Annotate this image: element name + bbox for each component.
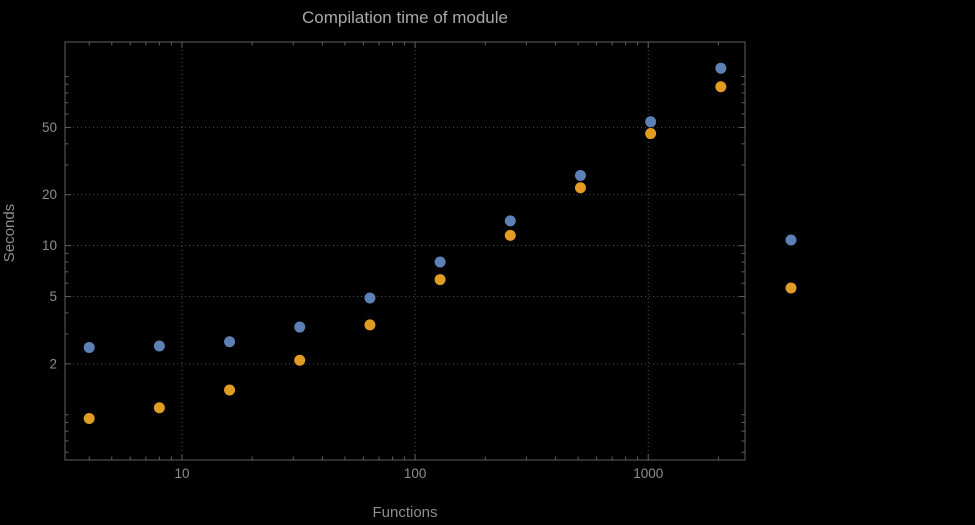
x-tick-labels: 10 100 1000 [174, 466, 663, 481]
y-tick-label-10: 10 [42, 238, 57, 253]
point-blue-4 [83, 341, 95, 353]
x-tick-label-10: 10 [174, 466, 189, 481]
y-tick-label-2: 2 [49, 356, 57, 371]
data-points [83, 62, 727, 425]
point-blue-64 [364, 292, 376, 304]
point-orange-1024 [645, 128, 657, 140]
plot-frame [64, 41, 746, 461]
point-orange-512 [574, 182, 586, 194]
point-orange-16 [224, 384, 236, 396]
point-blue-8 [153, 340, 165, 352]
x-axis-label: Functions [372, 504, 437, 521]
point-orange-2048 [715, 81, 727, 93]
y-tick-label-50: 50 [42, 120, 57, 135]
point-orange-256 [504, 229, 516, 241]
point-orange-64 [364, 319, 376, 331]
y-tick-label-20: 20 [42, 187, 57, 202]
point-orange-8 [153, 402, 165, 414]
point-orange-32 [294, 354, 306, 366]
y-axis-label: Seconds [1, 204, 18, 262]
point-blue-2048 [715, 62, 727, 74]
y-tick-labels: 2 5 10 20 50 [42, 120, 57, 371]
legend [785, 234, 797, 294]
point-orange-4 [83, 413, 95, 425]
point-blue-1024 [645, 116, 657, 128]
x-tick-label-1000: 1000 [633, 466, 663, 481]
point-blue-256 [504, 215, 516, 227]
point-blue-128 [434, 256, 446, 268]
point-blue-16 [224, 336, 236, 348]
y-tick-label-5: 5 [49, 289, 57, 304]
x-tick-label-100: 100 [404, 466, 427, 481]
gridlines [65, 42, 745, 460]
axis-ticks [65, 42, 745, 460]
legend-marker-blue [785, 234, 797, 246]
point-blue-32 [294, 321, 306, 333]
legend-marker-orange [785, 282, 797, 294]
point-orange-128 [434, 274, 446, 286]
point-blue-512 [574, 169, 586, 181]
chart-title: Compilation time of module [302, 8, 508, 27]
